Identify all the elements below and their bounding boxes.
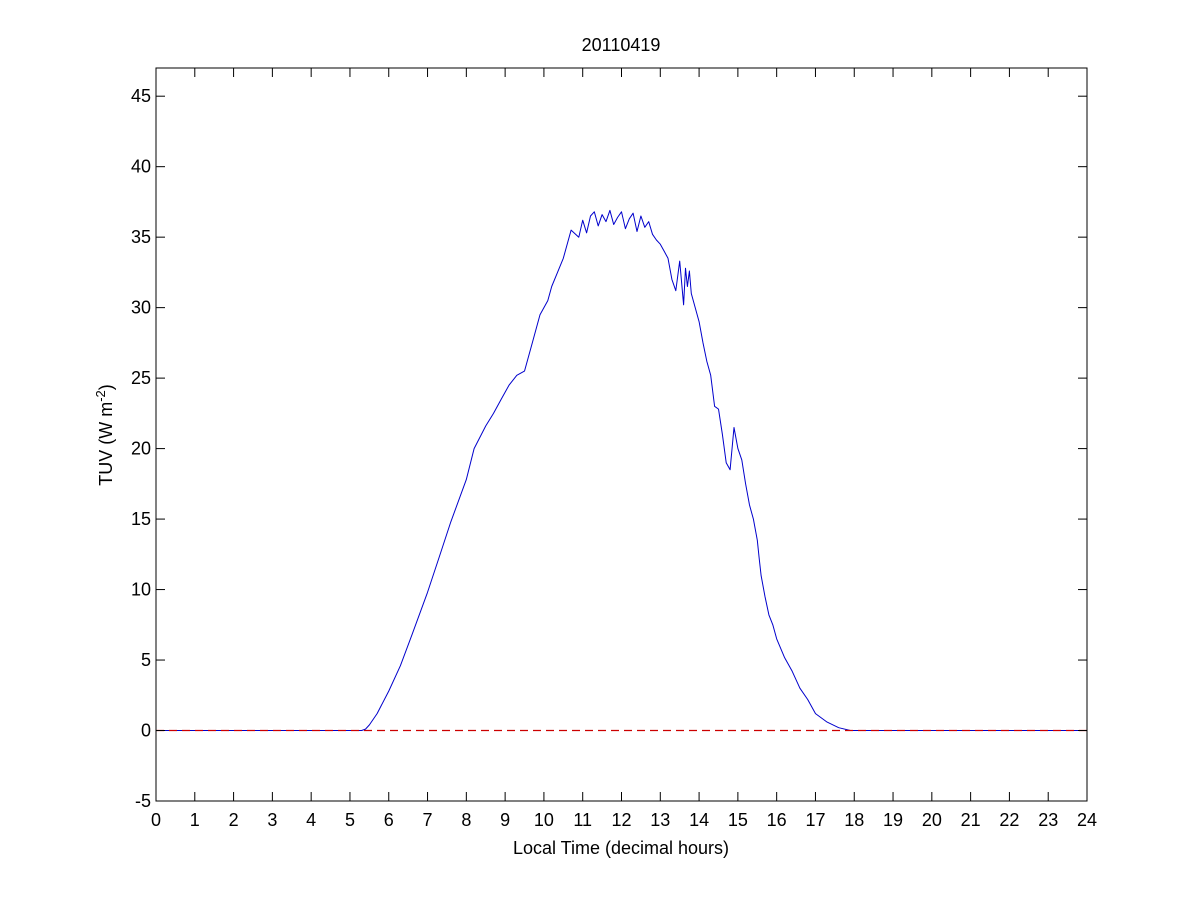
x-tick-label: 20: [922, 810, 942, 830]
x-tick-label: 13: [650, 810, 670, 830]
y-tick-label: 45: [131, 86, 151, 106]
x-tick-label: 5: [345, 810, 355, 830]
x-tick-label: 15: [728, 810, 748, 830]
y-tick-label: 5: [141, 650, 151, 670]
x-tick-label: 8: [461, 810, 471, 830]
x-axis-label: Local Time (decimal hours): [513, 838, 729, 858]
x-tick-label: 11: [573, 810, 592, 830]
x-tick-label: 10: [534, 810, 554, 830]
y-axis-label: TUV (W m-2): [93, 384, 116, 486]
x-tick-label: 1: [190, 810, 200, 830]
y-tick-label: 0: [141, 721, 151, 741]
tuv-series-line: [156, 209, 1087, 731]
plot-background: [156, 68, 1087, 801]
plot-area: [156, 68, 1087, 801]
y-tick-label: 10: [131, 580, 151, 600]
series-layer: [156, 209, 1087, 732]
x-tick-label: 16: [767, 810, 787, 830]
x-tick-label: 14: [689, 810, 709, 830]
y-tick-label: 30: [131, 298, 151, 318]
x-tick-label: 18: [844, 810, 864, 830]
y-axis-label-main: TUV (W m: [96, 402, 116, 486]
ticks: 0 1 2 3 4 5 6 7 8 9 10 11 12 13 14 15 16 17 18 19 20 21 22 23 24…: [131, 68, 1097, 830]
x-tick-label: 0: [151, 810, 161, 830]
x-tick-label: 7: [423, 810, 433, 830]
y-tick-label: 25: [131, 368, 151, 388]
x-tick-label: 19: [883, 810, 903, 830]
x-tick-label: 23: [1038, 810, 1058, 830]
y-tick-label: -5: [135, 791, 151, 811]
x-tick-label: 24: [1077, 810, 1097, 830]
x-tick-label: 12: [611, 810, 631, 830]
x-tick-label: 9: [500, 810, 510, 830]
y-axis-label-superscript: -2: [93, 390, 108, 402]
x-tick-label: 2: [229, 810, 239, 830]
x-tick-label: 17: [805, 810, 825, 830]
x-tick-label: 6: [384, 810, 394, 830]
y-tick-label: 15: [131, 509, 151, 529]
x-tick-label: 3: [267, 810, 277, 830]
x-tick-label: 22: [999, 810, 1019, 830]
x-tick-label: 4: [306, 810, 316, 830]
chart-title: 20110419: [582, 35, 661, 55]
y-axis-label-suffix: ): [96, 384, 116, 390]
x-tick-label: 21: [961, 810, 981, 830]
y-tick-label: 40: [131, 157, 151, 177]
y-tick-label: 35: [131, 227, 151, 247]
y-tick-label: 20: [131, 439, 151, 459]
